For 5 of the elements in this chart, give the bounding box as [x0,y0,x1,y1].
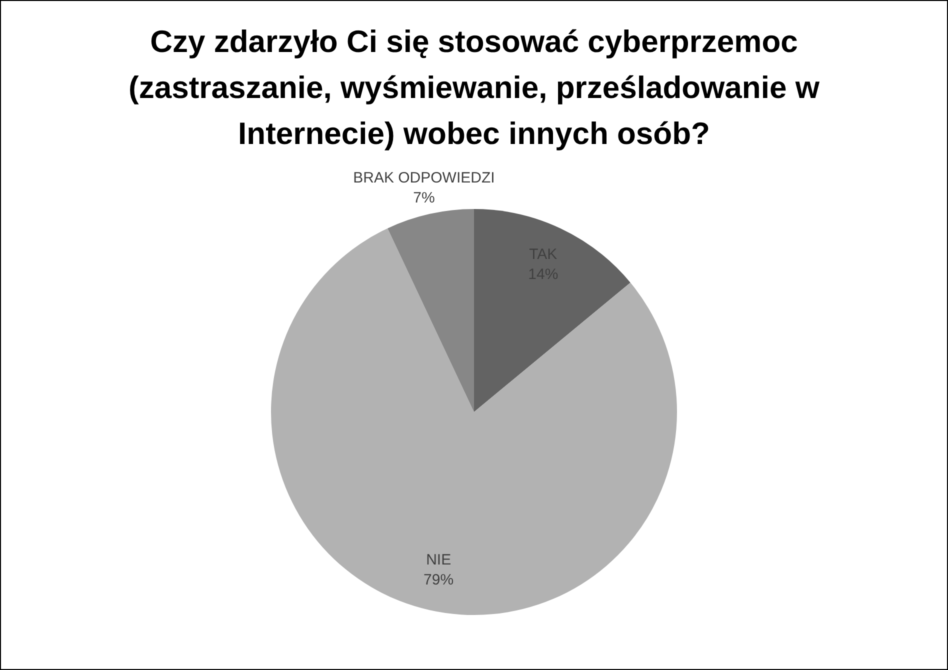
slice-label: NIE [426,552,452,569]
data-label: 7% [413,189,435,206]
slice-label: BRAK ODPOWIEDZI [353,169,495,186]
data-label: 79% [424,572,454,589]
chart-title: Czy zdarzyło Ci się stosować cyberprzemoc (zastraszanie, wyśmiewanie, prześladowanie w Internecie) wobec innych osób? [128,23,820,153]
